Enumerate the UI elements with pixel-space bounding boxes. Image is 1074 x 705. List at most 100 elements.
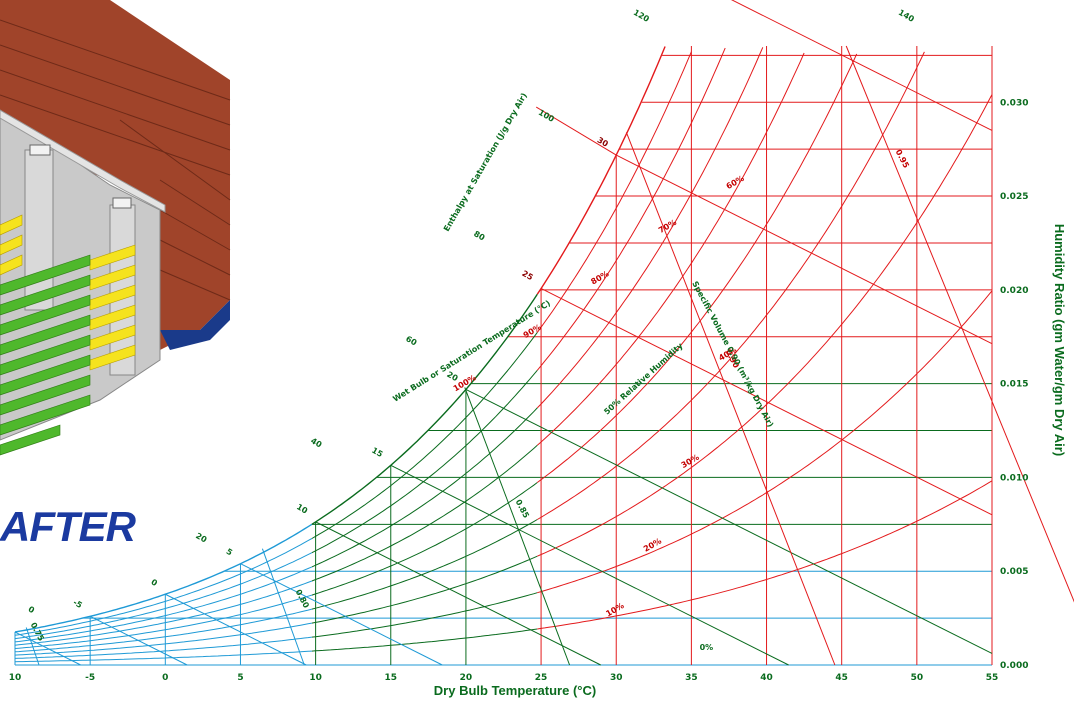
- x-tick-label: 30: [610, 673, 623, 683]
- x-tick-label: 40: [760, 673, 773, 683]
- rh-label: 30%: [680, 453, 701, 470]
- specific-volume-label: 0.80: [294, 588, 311, 610]
- rh-label: 20%: [642, 536, 663, 553]
- x-axis-title: Dry Bulb Temperature (°C): [434, 683, 596, 698]
- enthalpy-label: 60: [404, 334, 419, 348]
- duct-left: [24, 149, 54, 311]
- rh-curve: [311, 628, 538, 652]
- room-top-frame: [0, 109, 166, 213]
- wet-bulb-line: [89, 615, 188, 666]
- specific-volume-line: [845, 45, 1074, 603]
- rh-curve: [311, 555, 538, 624]
- y-tick-label: 0.030: [1000, 98, 1028, 108]
- wet-bulb-label: 25: [520, 269, 535, 283]
- wet-bulb-label: 5: [225, 547, 235, 558]
- storage-room-illustration: [0, 0, 231, 456]
- wet-bulb-line: [390, 464, 789, 666]
- y-tick-label: 0.025: [1000, 192, 1028, 202]
- x-tick-label: 10: [309, 673, 322, 683]
- specific-volume-line: [625, 132, 836, 666]
- rh-curve: [311, 482, 538, 596]
- specific-volume-annotation: Specific Volume 0.90 (m³/kg Dry Air): [690, 280, 775, 429]
- specific-volume-line: [464, 387, 571, 666]
- rh-curve: [14, 538, 313, 636]
- rh-curve: [536, 47, 764, 409]
- tray-racks: [0, 214, 136, 456]
- rh-curve: [537, 480, 993, 630]
- wet-bulb-line: [315, 521, 601, 666]
- rh-label: 0%: [700, 643, 714, 652]
- rh-curve: [14, 523, 313, 633]
- rh-curve: [536, 52, 805, 446]
- y-tick-label: 0.020: [1000, 286, 1028, 296]
- brick-mortar: [0, 19, 231, 301]
- rh-curve: [536, 46, 666, 295]
- enthalpy-label: 0: [27, 605, 37, 616]
- enthalpy-label: 120: [632, 8, 651, 24]
- x-tick-label: 50: [911, 673, 924, 683]
- enthalpy-label: 40: [309, 436, 324, 450]
- wet-bulb-line: [731, 0, 993, 131]
- duct-cap-left: [29, 144, 51, 156]
- rh-curve: [311, 293, 538, 525]
- specific-volume-line: [25, 627, 40, 666]
- duct-cap-right: [112, 197, 132, 209]
- enthalpy-label: 20: [194, 531, 209, 545]
- wet-bulb-label: 0: [149, 577, 159, 588]
- rh-curve: [311, 407, 538, 568]
- rh-label: 70%: [657, 218, 678, 235]
- rh-curve: [537, 51, 925, 520]
- chart-lines-layer: [14, 0, 1074, 666]
- wet-bulb-label: 30: [596, 135, 611, 149]
- y-tick-label: 0.015: [1000, 380, 1028, 390]
- wet-bulb-line: [616, 154, 993, 345]
- enthalpy-extension-line: [535, 106, 617, 156]
- rh-curve: [14, 650, 312, 663]
- rh-curve: [536, 51, 692, 333]
- rh-curve: [14, 580, 313, 646]
- floor-edge: [160, 300, 230, 350]
- y-axis-title: Humidity Ratio (gm Water/gm Dry Air): [1052, 224, 1067, 456]
- wet-bulb-annotation: Wet Bulb or Saturation Temperature (°C): [391, 299, 552, 404]
- x-tick-label: 15: [385, 673, 398, 683]
- enthalpy-label: 100: [537, 108, 556, 124]
- specific-volume-line: [261, 548, 305, 666]
- after-caption: AFTER: [0, 503, 136, 550]
- rh-curve: [311, 332, 538, 539]
- rh-curve: [14, 608, 313, 653]
- x-tick-label: 20: [460, 673, 473, 683]
- rh-curve: [311, 592, 538, 638]
- rh-curve: [537, 290, 993, 594]
- enthalpy-annotation: Enthalpy at Saturation (J/g Dry Air): [442, 91, 529, 233]
- rh-label: 80%: [589, 269, 610, 286]
- y-tick-label: 0.010: [1000, 473, 1028, 483]
- x-tick-label: 35: [685, 673, 698, 683]
- rh-curve: [14, 594, 313, 649]
- x-tick-label: 5: [237, 673, 243, 683]
- wet-bulb-label: 10: [295, 502, 310, 516]
- rh-curve: [537, 94, 993, 557]
- enthalpy-label: 80: [472, 229, 487, 243]
- wet-bulb-line: [465, 388, 993, 654]
- brick-wall: [0, 0, 230, 350]
- x-tick-label: 25: [535, 673, 548, 683]
- x-tick-label: 55: [986, 673, 999, 683]
- rh-curve: [14, 566, 313, 643]
- specific-volume-label: 0.85: [514, 498, 531, 520]
- rh-label: 60%: [725, 174, 746, 191]
- x-tick-label: 0: [162, 673, 168, 683]
- rh-annotation: 50% Relative Humidity: [602, 341, 685, 417]
- wet-bulb-label: -5: [71, 598, 84, 610]
- rh-curve: [537, 53, 858, 483]
- rh-curve: [536, 47, 726, 371]
- rh-curve: [311, 519, 538, 610]
- wet-bulb-line: [540, 288, 993, 516]
- wet-bulb-label: 15: [370, 446, 385, 460]
- rh-curve: [14, 622, 312, 656]
- y-tick-label: 0.000: [1000, 661, 1028, 671]
- x-tick-label: -5: [85, 673, 95, 683]
- rh-label: 90%: [522, 323, 543, 340]
- enthalpy-label: 140: [897, 8, 916, 24]
- x-tick-label: 45: [835, 673, 848, 683]
